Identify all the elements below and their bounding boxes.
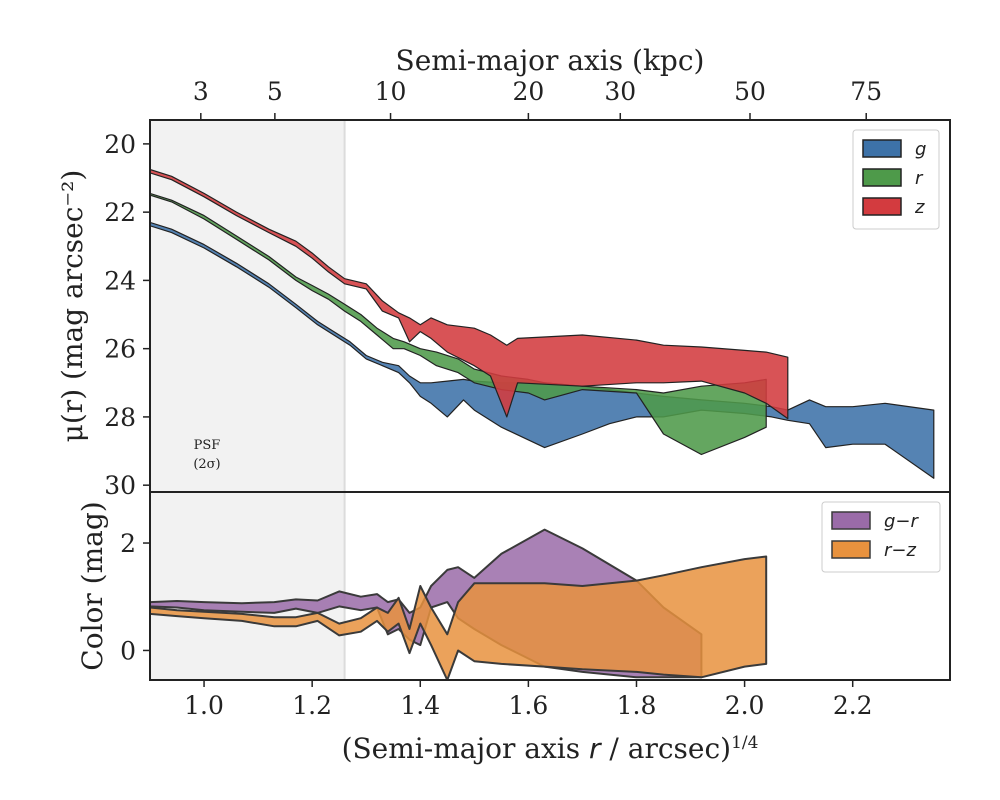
band-r-z [150,555,768,680]
top-ytick-label: 30 [104,471,136,500]
band-z [150,168,789,420]
top-axis-tick-label: 75 [850,77,882,106]
bottom-legend-swatch [831,540,871,559]
top-axis-title: Semi-major axis (kpc) [396,44,705,77]
top-axis-tick-label: 3 [193,77,209,106]
x-axis-title-rest: / arcsec) [601,732,732,765]
top-ytick-label: 20 [104,130,136,159]
bottom-frame [149,491,951,681]
top-axis-tick-label: 30 [604,77,636,106]
surface-brightness-panel: 20 22 24 26 28 30 3 5 10 20 30 50 75 grz [104,77,951,500]
bottom-legend-label: r−z [884,540,916,561]
xtick-label: 1.6 [508,691,548,720]
color-panel: 0 2 1.0 1.2 1.4 1.6 1.8 2.0 2.2 g−r r−z [120,491,951,720]
top-ytick-label: 28 [104,403,136,432]
xtick-label: 1.0 [184,691,224,720]
top-psf-region [150,120,345,492]
bottom-legend-label: g−r [884,511,920,532]
top-bands [150,168,935,479]
x-axis-title-base: (Semi-major axis [342,732,589,765]
top-axis-tick-label: 10 [375,77,407,106]
xtick-label: 2.2 [833,691,873,720]
bottom-y-axis-title: Color (mag) [76,501,109,670]
xtick-label: 1.8 [617,691,657,720]
psf-sigma-label: (2σ) [193,457,220,472]
x-axis-title-sup: 1/4 [731,733,758,753]
xtick-label: 1.4 [400,691,440,720]
top-axis-tick-label: 5 [267,77,283,106]
top-axis-tick-label: 50 [734,77,766,106]
bottom-psf-region [150,492,345,680]
xtick-label: 1.2 [292,691,332,720]
x-axis-title-italic: r [589,732,602,765]
top-legend-label: z [914,197,925,218]
top-legend-swatch [862,139,902,158]
bottom-ytick-label: 2 [120,529,136,558]
bottom-bands [150,528,768,680]
top-legend-swatch [862,197,902,216]
top-ytick-label: 24 [104,266,136,295]
top-axis-tick-label: 20 [512,77,544,106]
bottom-ytick-label: 0 [120,636,136,665]
top-legend-label: g [915,139,926,160]
top-legend-swatch [862,168,902,187]
band-r [150,192,767,456]
xtick-label: 2.0 [725,691,765,720]
bottom-legend-swatch [831,511,871,530]
x-axis-title: (Semi-major axis r / arcsec)1/4 [342,732,759,765]
top-y-axis-title: μ(r) (mag arcsec⁻²) [56,170,89,443]
axis-labels: Semi-major axis (kpc) PSF (2σ) μ(r) (mag… [56,44,758,765]
psf-label: PSF [194,438,221,453]
top-ytick-label: 26 [104,335,136,364]
band-g [150,221,935,479]
top-ytick-label: 22 [104,198,136,227]
top-legend-label: r [915,168,924,189]
